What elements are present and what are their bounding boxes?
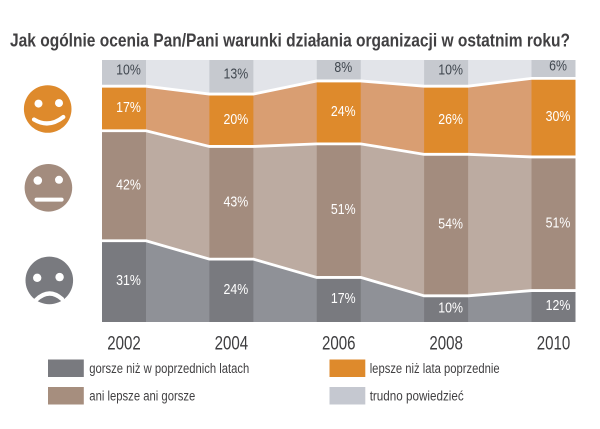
svg-text:2010: 2010 <box>537 334 571 355</box>
svg-text:12%: 12% <box>546 298 571 314</box>
svg-text:43%: 43% <box>224 194 249 210</box>
svg-text:31%: 31% <box>116 273 141 289</box>
svg-text:26%: 26% <box>438 112 463 128</box>
svg-text:10%: 10% <box>438 63 463 79</box>
svg-text:51%: 51% <box>331 202 356 218</box>
svg-text:2006: 2006 <box>322 334 356 355</box>
svg-text:10%: 10% <box>438 300 463 316</box>
svg-text:2004: 2004 <box>215 334 249 355</box>
svg-text:17%: 17% <box>331 291 356 307</box>
svg-text:51%: 51% <box>546 215 571 231</box>
svg-text:24%: 24% <box>224 282 249 298</box>
svg-text:gorsze niż w poprzednich latac: gorsze niż w poprzednich latach <box>89 361 249 376</box>
svg-text:2008: 2008 <box>429 334 463 355</box>
svg-text:lepsze niż lata poprzednie: lepsze niż lata poprzednie <box>370 361 500 376</box>
svg-text:42%: 42% <box>116 177 141 193</box>
svg-text:6%: 6% <box>549 59 567 75</box>
svg-text:13%: 13% <box>224 67 249 83</box>
svg-text:24%: 24% <box>331 104 356 120</box>
svg-text:8%: 8% <box>334 60 352 76</box>
svg-text:30%: 30% <box>546 109 571 125</box>
svg-text:2002: 2002 <box>107 334 141 355</box>
svg-text:54%: 54% <box>438 217 463 233</box>
svg-text:10%: 10% <box>116 63 141 79</box>
svg-text:17%: 17% <box>116 100 141 116</box>
svg-text:Jak ogólnie ocenia Pan/Pani wa: Jak ogólnie ocenia Pan/Pani warunki dzia… <box>10 30 570 51</box>
svg-text:20%: 20% <box>224 112 249 128</box>
svg-text:ani lepsze ani gorsze: ani lepsze ani gorsze <box>89 389 195 404</box>
svg-text:trudno powiedzieć: trudno powiedzieć <box>370 389 464 404</box>
